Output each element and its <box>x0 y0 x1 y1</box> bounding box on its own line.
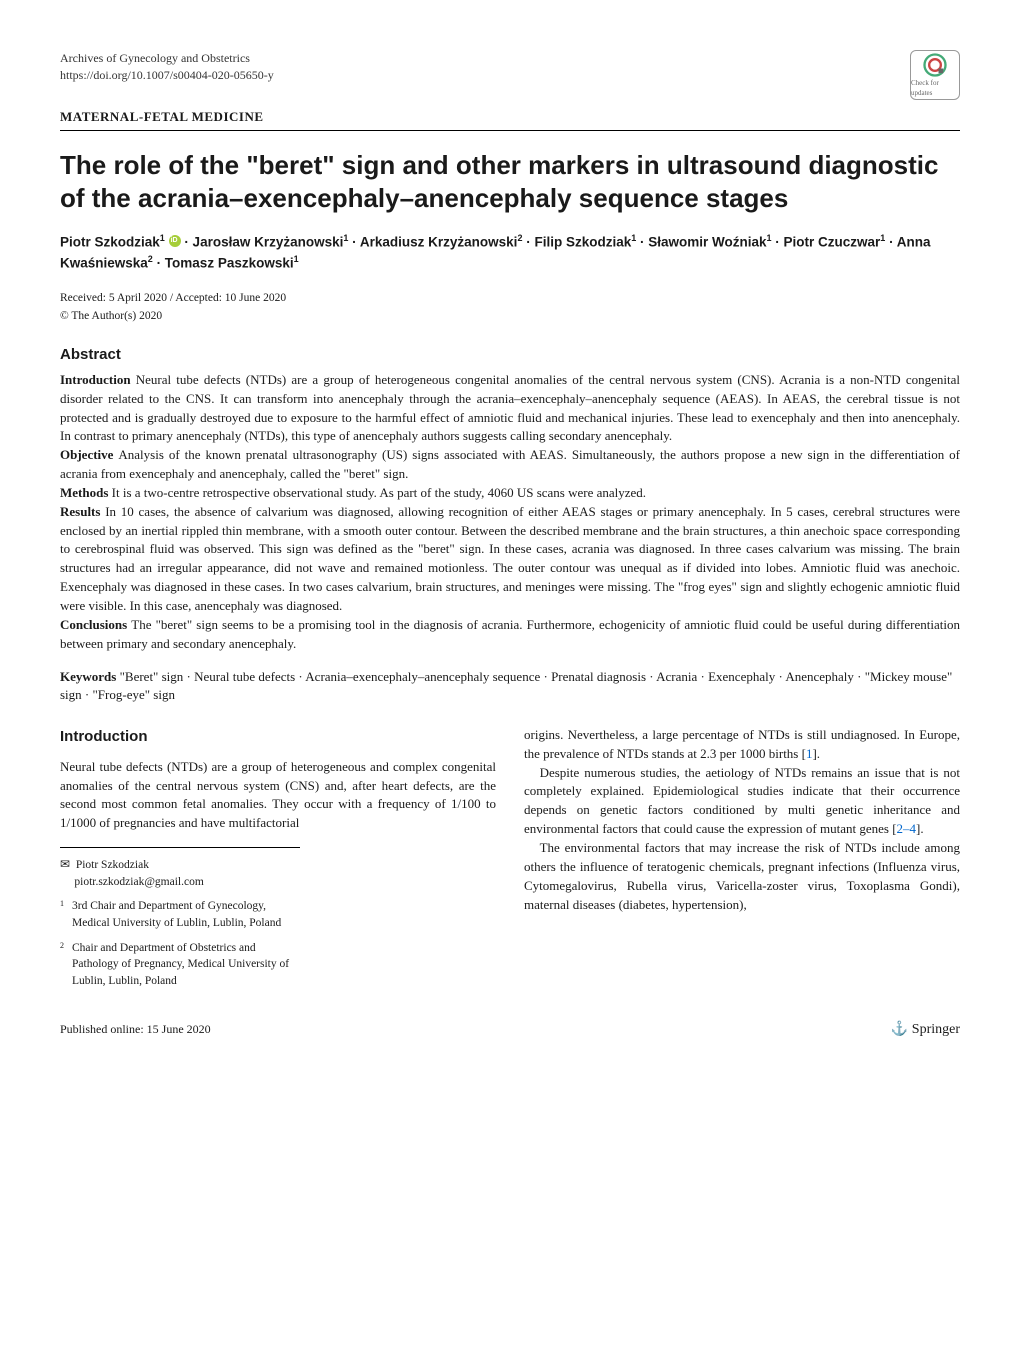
abstract-results-label: Results <box>60 504 100 519</box>
section-tag: MATERNAL-FETAL MEDICINE <box>60 108 960 126</box>
check-updates-badge[interactable]: Check for updates <box>910 50 960 100</box>
corresponding-author: Piotr Szkodziak <box>76 859 149 871</box>
abstract-objective-label: Objective <box>60 447 113 462</box>
affil-1-text: 3rd Chair and Department of Gynecology, … <box>72 898 300 931</box>
column-left: Introduction Neural tube defects (NTDs) … <box>60 726 496 990</box>
author-list: Piotr Szkodziak1 · Jarosław Krzyżanowski… <box>60 232 960 274</box>
section-divider <box>60 130 960 131</box>
published-online: Published online: 15 June 2020 <box>60 1021 211 1038</box>
abstract-methods-label: Methods <box>60 485 108 500</box>
column-right: origins. Nevertheless, a large percentag… <box>524 726 960 990</box>
abstract-intro-text: Neural tube defects (NTDs) are a group o… <box>60 372 960 444</box>
keywords-label: Keywords <box>60 669 116 684</box>
publisher-logo: Springer <box>891 1020 960 1040</box>
abstract-body: Introduction Neural tube defects (NTDs) … <box>60 371 960 654</box>
check-updates-label: Check for updates <box>911 79 959 99</box>
intro-p1-cont: origins. Nevertheless, a large percentag… <box>524 726 960 764</box>
intro-p1: Neural tube defects (NTDs) are a group o… <box>60 758 496 833</box>
affil-1-num: 1 <box>60 898 64 931</box>
article-dates: Received: 5 April 2020 / Accepted: 10 Ju… <box>60 290 960 306</box>
keywords-block: Keywords "Beret" sign · Neural tube defe… <box>60 668 960 704</box>
ref-link-2-4[interactable]: 2–4 <box>897 821 917 836</box>
affil-2-num: 2 <box>60 940 64 990</box>
corresponding-email[interactable]: piotr.szkodziak@gmail.com <box>74 876 203 888</box>
affil-2-text: Chair and Department of Obstetrics and P… <box>72 940 300 990</box>
abstract-intro-label: Introduction <box>60 372 131 387</box>
copyright-line: © The Author(s) 2020 <box>60 308 960 324</box>
article-title: The role of the "beret" sign and other m… <box>60 149 960 214</box>
abstract-objective-text: Analysis of the known prenatal ultrasono… <box>60 447 960 481</box>
introduction-heading: Introduction <box>60 726 496 748</box>
orcid-icon <box>169 235 181 247</box>
affiliation-1: 13rd Chair and Department of Gynecology,… <box>60 898 300 931</box>
abstract-conclusions-text: The "beret" sign seems to be a promising… <box>60 617 960 651</box>
correspondence-block: ✉ Piotr Szkodziak piotr.szkodziak@gmail.… <box>60 847 300 990</box>
abstract-methods-text: It is a two-centre retrospective observa… <box>112 485 646 500</box>
intro-p2: Despite numerous studies, the aetiology … <box>524 764 960 839</box>
affiliation-2: 2Chair and Department of Obstetrics and … <box>60 940 300 990</box>
abstract-heading: Abstract <box>60 344 960 365</box>
abstract-results-text: In 10 cases, the absence of calvarium wa… <box>60 504 960 613</box>
mail-icon: ✉ <box>60 857 70 871</box>
intro-p3: The environmental factors that may incre… <box>524 839 960 914</box>
abstract-conclusions-label: Conclusions <box>60 617 127 632</box>
doi-link[interactable]: https://doi.org/10.1007/s00404-020-05650… <box>60 67 274 84</box>
keywords-text: "Beret" sign · Neural tube defects · Acr… <box>60 669 952 702</box>
journal-name: Archives of Gynecology and Obstetrics <box>60 50 274 67</box>
check-updates-icon <box>921 51 949 79</box>
